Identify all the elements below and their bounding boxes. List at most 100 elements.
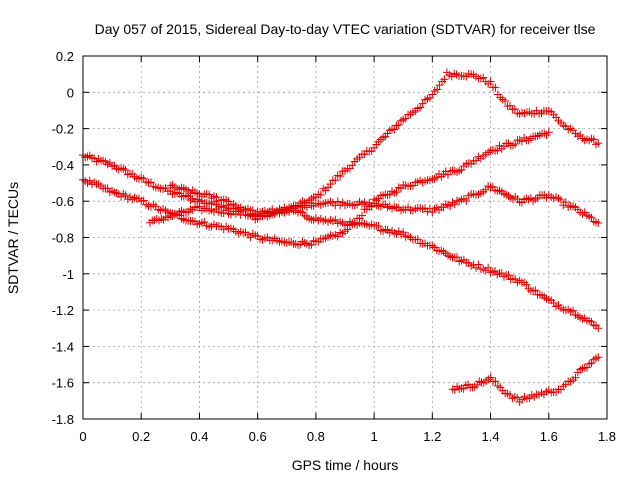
data-point [376, 226, 385, 235]
data-point [455, 166, 464, 175]
data-point [168, 181, 177, 190]
data-point [491, 267, 500, 276]
data-point [493, 146, 502, 155]
data-point [277, 208, 286, 217]
axis-ticks [82, 55, 608, 420]
x-tick-label: 1 [370, 429, 377, 444]
data-point [123, 170, 132, 179]
data-point [578, 134, 587, 143]
data-point [379, 133, 388, 142]
data-point [587, 134, 596, 143]
data-point [594, 353, 603, 362]
data-point [452, 253, 461, 262]
data-point [316, 190, 325, 199]
data-point [430, 174, 439, 183]
data-point [413, 235, 422, 244]
data-point [515, 276, 524, 285]
data-point [474, 260, 483, 269]
data-point [513, 393, 522, 402]
series-4 [166, 181, 603, 333]
x-tick-labels: 0 0.2 0.4 0.6 0.8 1 1.2 1.4 1.6 1.8 [79, 429, 616, 444]
data-point [486, 373, 495, 382]
data-points [79, 68, 603, 406]
data-point [394, 121, 403, 130]
y-tick-label: -1 [62, 267, 74, 282]
data-point [190, 203, 199, 212]
x-tick-label: 0.2 [132, 429, 150, 444]
data-point [508, 141, 517, 150]
y-axis-label: SDTVAR / TECUs [5, 182, 21, 294]
data-point [510, 105, 519, 114]
y-tick-labels: 0.2 0 -0.2 -0.4 -0.6 -0.8 -1 -1.2 -1.4 -1.6 -1.8 [52, 49, 74, 427]
data-point [592, 354, 601, 363]
data-point [582, 363, 591, 372]
data-point [182, 185, 191, 194]
data-point [524, 284, 533, 293]
data-point [589, 135, 598, 144]
data-point [529, 286, 538, 295]
data-point [491, 146, 500, 155]
data-point [446, 201, 455, 210]
data-point [592, 140, 601, 149]
y-tick-label: -1.8 [52, 412, 74, 427]
data-point [585, 136, 594, 145]
data-point [522, 280, 531, 289]
data-point [585, 359, 594, 368]
data-point [99, 156, 108, 165]
data-point [484, 263, 493, 272]
data-point [195, 202, 204, 211]
data-point [571, 373, 580, 382]
x-tick-label: 0.6 [249, 429, 267, 444]
data-point [121, 166, 130, 175]
grid [83, 56, 607, 419]
data-point [390, 202, 399, 211]
x-tick-label: 1.6 [540, 429, 558, 444]
data-point [576, 130, 585, 139]
data-point [433, 85, 442, 94]
data-point [177, 183, 186, 192]
data-point [390, 125, 399, 134]
data-point [94, 180, 103, 189]
data-point [374, 221, 383, 230]
y-tick-label: -1.4 [52, 339, 74, 354]
data-point [121, 191, 130, 200]
x-tick-label: 0.8 [307, 429, 325, 444]
data-point [561, 198, 570, 207]
data-point [479, 378, 488, 387]
series-1 [79, 68, 603, 218]
data-point [578, 364, 587, 373]
data-point [302, 203, 311, 212]
x-axis-label: GPS time / hours [292, 457, 399, 473]
data-point [331, 176, 340, 185]
data-point [501, 97, 510, 106]
data-point [119, 164, 128, 173]
data-point [439, 247, 448, 256]
data-point [491, 83, 500, 92]
data-point [497, 269, 506, 278]
data-point [491, 377, 500, 386]
data-point [83, 152, 92, 161]
data-point [488, 182, 497, 191]
data-point [556, 195, 565, 204]
series-2 [79, 128, 553, 250]
data-point [90, 178, 99, 187]
data-point [455, 257, 464, 266]
data-point [594, 139, 603, 148]
data-point [388, 204, 397, 213]
data-point [300, 238, 309, 247]
y-tick-label: -0.4 [52, 158, 74, 173]
chart-title: Day 057 of 2015, Sidereal Day-to-day VTE… [95, 21, 596, 37]
data-point [569, 306, 578, 315]
y-tick-label: -0.2 [52, 122, 74, 137]
data-point [399, 228, 408, 237]
y-tick-label: 0.2 [56, 49, 74, 64]
data-point [538, 291, 547, 300]
data-point [132, 174, 141, 183]
data-point [470, 382, 479, 391]
data-point [168, 209, 177, 218]
data-point [504, 271, 513, 280]
data-point [179, 215, 188, 224]
x-tick-label: 1.8 [598, 429, 616, 444]
data-point [592, 218, 601, 227]
data-point [531, 195, 540, 204]
